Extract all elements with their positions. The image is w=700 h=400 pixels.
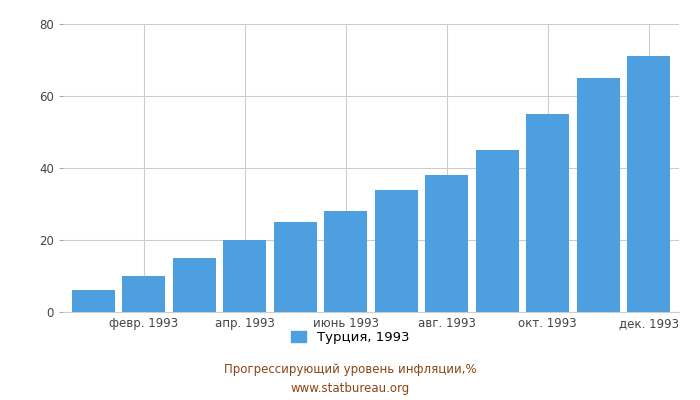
Bar: [374, 190, 418, 312]
Bar: [223, 240, 266, 312]
Bar: [122, 276, 165, 312]
Bar: [173, 258, 216, 312]
Bar: [426, 175, 468, 312]
Legend: Турция, 1993: Турция, 1993: [290, 330, 410, 344]
Bar: [476, 150, 519, 312]
Bar: [274, 222, 316, 312]
Bar: [577, 78, 620, 312]
Text: www.statbureau.org: www.statbureau.org: [290, 382, 410, 395]
Text: Прогрессирующий уровень инфляции,%: Прогрессирующий уровень инфляции,%: [224, 364, 476, 376]
Bar: [72, 290, 115, 312]
Bar: [627, 56, 670, 312]
Bar: [526, 114, 569, 312]
Bar: [324, 211, 368, 312]
